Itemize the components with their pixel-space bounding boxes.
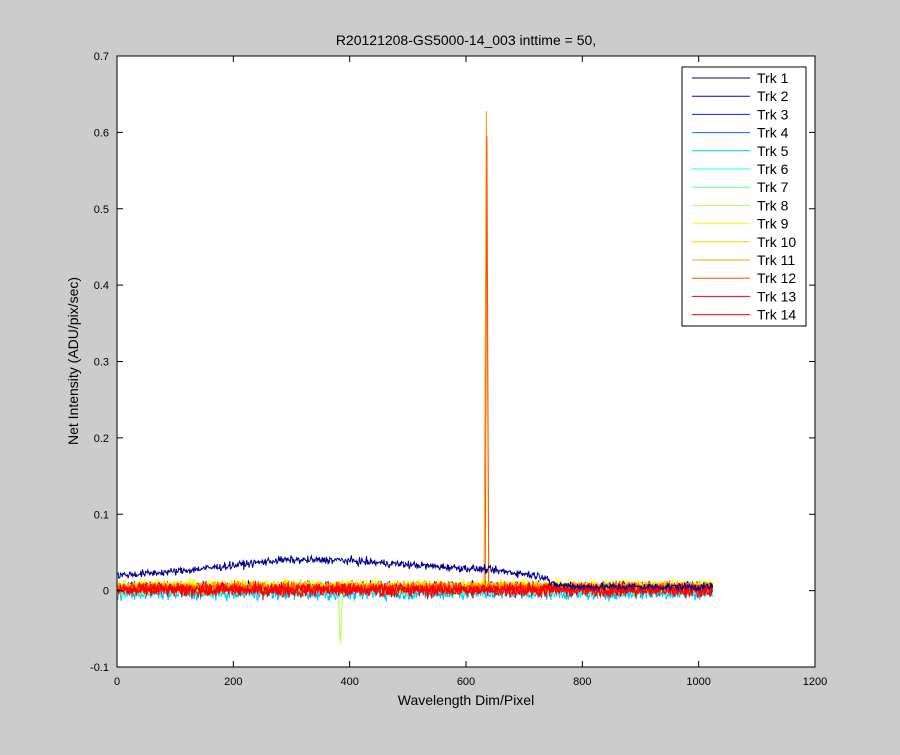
chart-title: R20121208-GS5000-14_003 inttime = 50, bbox=[336, 32, 596, 48]
legend-label: Trk 10 bbox=[757, 234, 796, 250]
x-tick-label: 600 bbox=[457, 676, 475, 688]
x-tick-label: 0 bbox=[114, 676, 120, 688]
x-tick-label: 1200 bbox=[803, 676, 827, 688]
y-tick-label: 0 bbox=[103, 586, 109, 598]
y-axis-title: Net Intensity (ADU/pix/sec) bbox=[65, 277, 81, 445]
legend-label: Trk 11 bbox=[757, 252, 795, 268]
y-tick-label: -0.1 bbox=[90, 662, 109, 674]
legend-label: Trk 6 bbox=[757, 161, 789, 177]
legend-label: Trk 12 bbox=[757, 270, 796, 286]
y-tick-label: 0.6 bbox=[94, 127, 109, 139]
legend-items: Trk 1 Trk 2 Trk 3 Trk 4 Trk 5 Trk 6 Trk 7 Trk 8… bbox=[692, 70, 796, 323]
legend-label: Trk 1 bbox=[757, 70, 789, 86]
legend-label: Trk 7 bbox=[757, 179, 789, 195]
y-tick-label: 0.1 bbox=[94, 509, 109, 521]
x-tick-label: 200 bbox=[224, 676, 242, 688]
legend-label: Trk 4 bbox=[757, 125, 789, 141]
legend-box bbox=[681, 66, 807, 327]
legend-label: Trk 5 bbox=[757, 143, 789, 159]
x-tick-label: 800 bbox=[573, 676, 591, 688]
y-tick-label: 0.2 bbox=[94, 433, 109, 445]
legend-label: Trk 13 bbox=[757, 288, 796, 304]
y-tick-label: 0.4 bbox=[94, 280, 109, 292]
legend-label: Trk 8 bbox=[757, 197, 789, 213]
series-line-trk-1 bbox=[117, 553, 714, 592]
legend-label: Trk 3 bbox=[757, 106, 789, 122]
legend-label: Trk 14 bbox=[757, 307, 796, 323]
series-line-trk-14 bbox=[117, 580, 714, 601]
x-tick-label: 1000 bbox=[686, 676, 710, 688]
legend: Trk 1 Trk 2 Trk 3 Trk 4 Trk 5 Trk 6 Trk 7 Trk 8… bbox=[681, 66, 807, 327]
ticks-layer: 0 200 400 600 800 1000 1200 -0.1 0 0.1 0.2 0.3 0.4 0.… bbox=[90, 51, 827, 688]
x-tick-label: 400 bbox=[340, 676, 358, 688]
legend-label: Trk 9 bbox=[757, 216, 789, 232]
y-tick-label: 0.5 bbox=[94, 204, 109, 216]
x-axis-title: Wavelength Dim/Pixel bbox=[398, 692, 534, 708]
y-tick-label: 0.7 bbox=[94, 51, 109, 63]
series-layer bbox=[117, 110, 714, 645]
legend-label: Trk 2 bbox=[757, 88, 789, 104]
y-tick-label: 0.3 bbox=[94, 357, 109, 369]
